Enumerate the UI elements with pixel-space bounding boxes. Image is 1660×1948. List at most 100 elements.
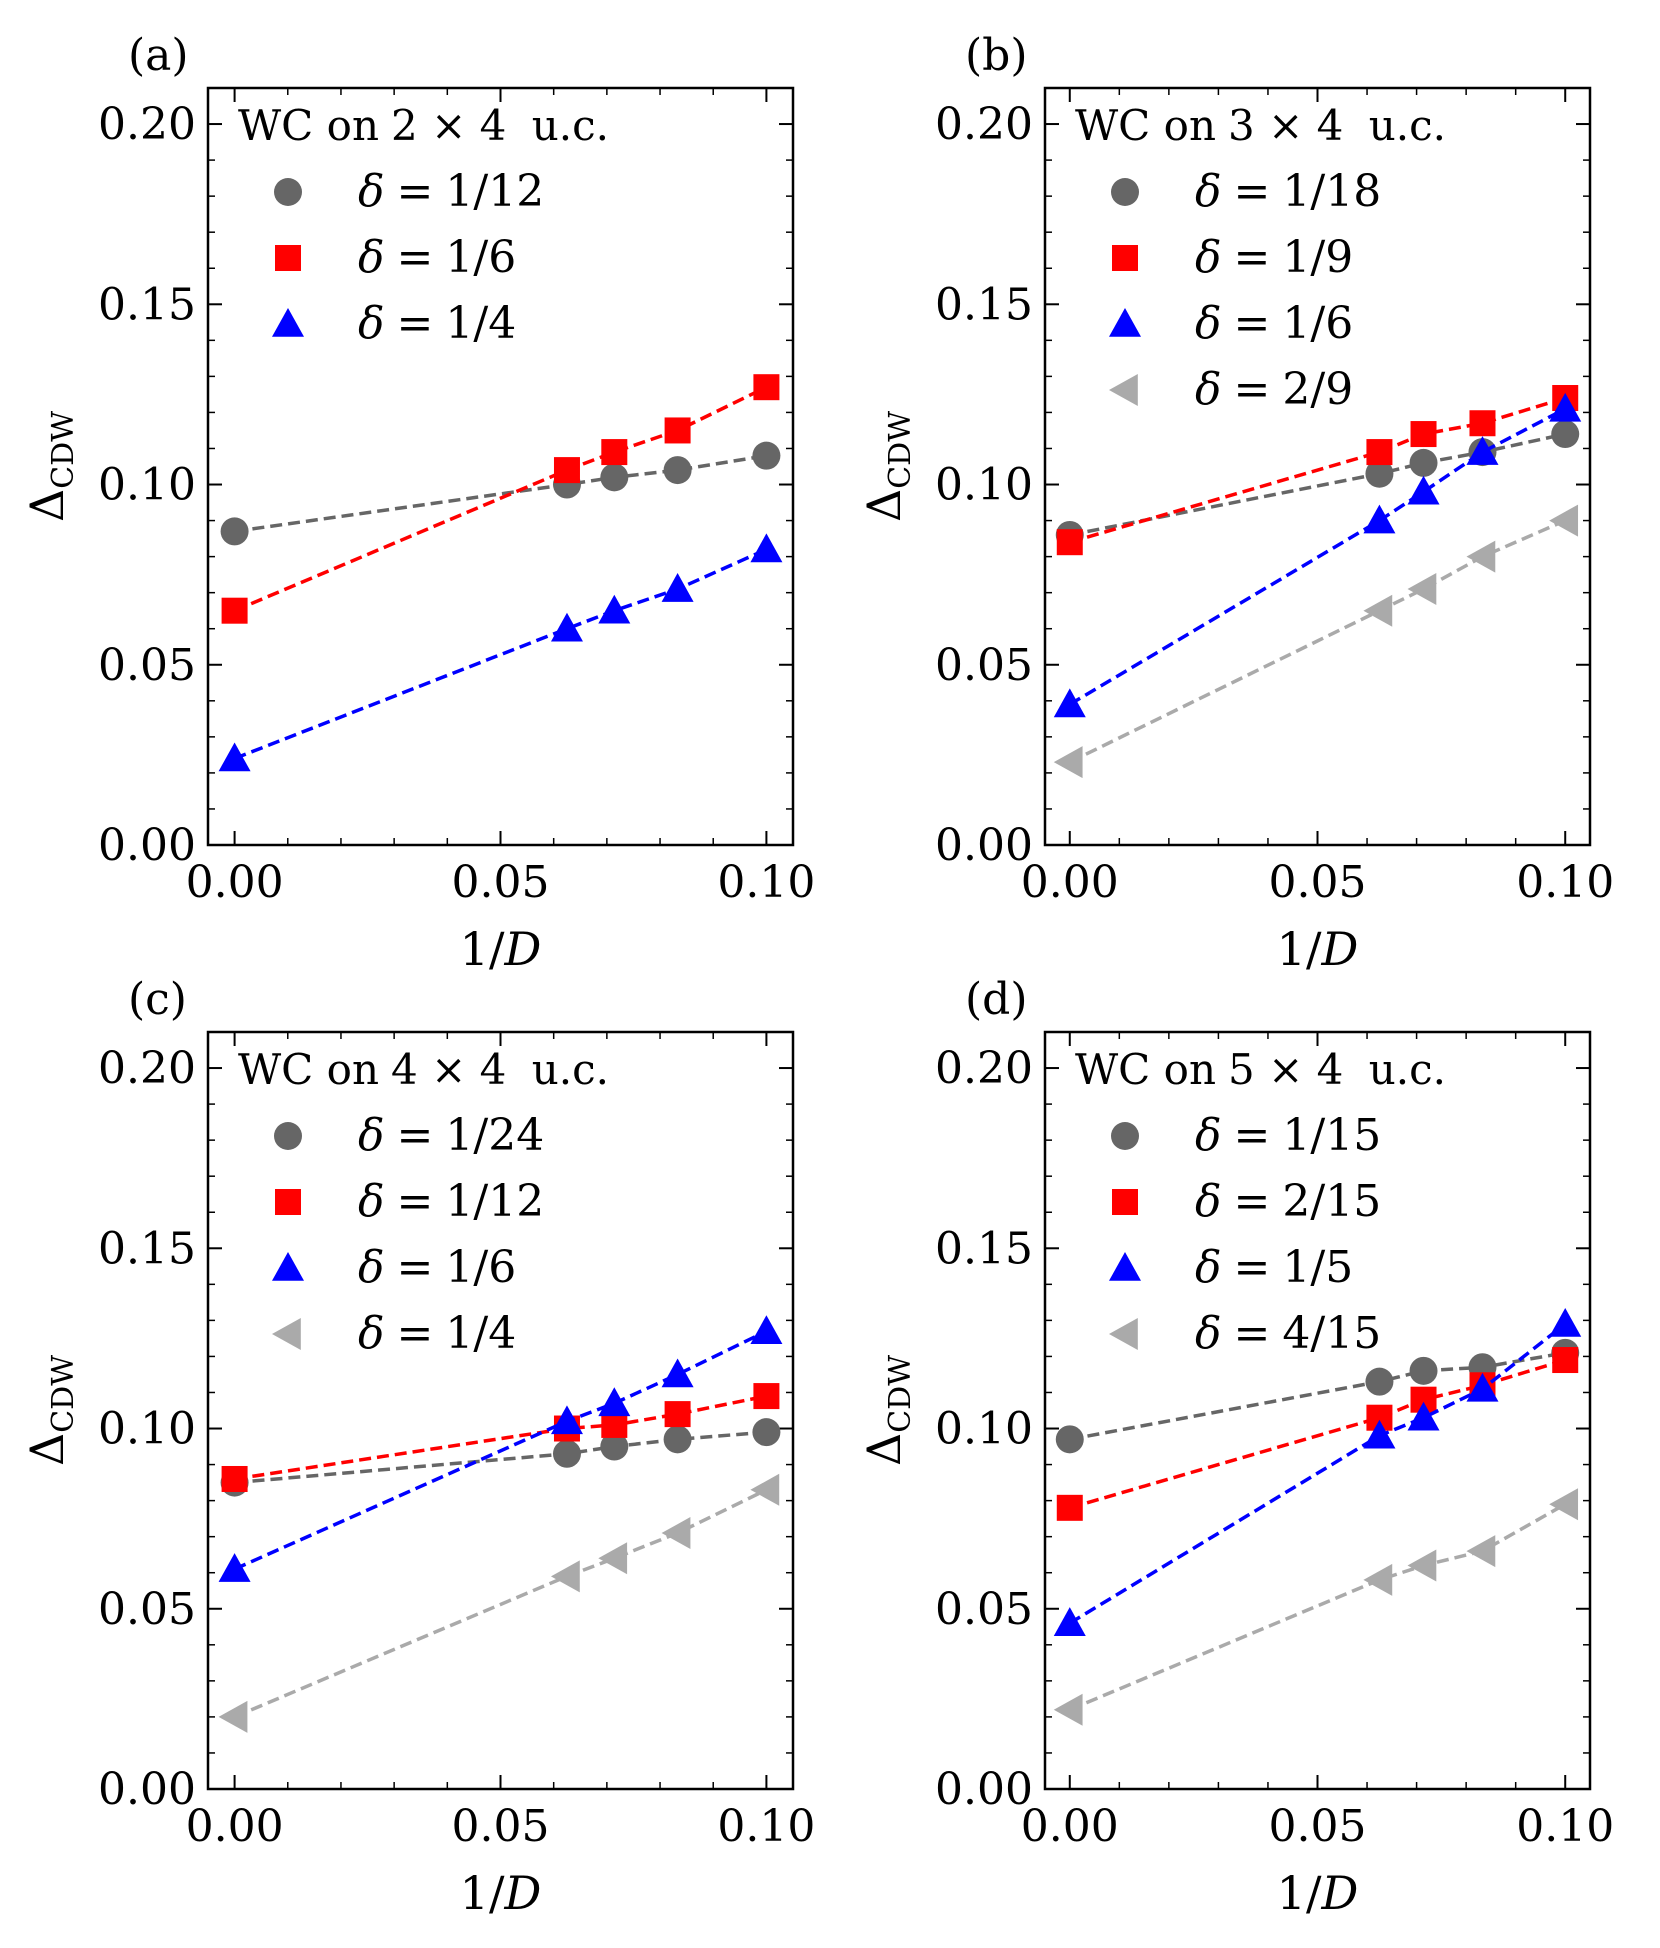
data-point	[601, 439, 628, 466]
panel-a: 0.00 0.05 0.10 0.00 0.05 0.10 0.15 0.20 1/D ΔCDW (…	[20, 30, 815, 976]
y-tick-label: 0.10	[98, 460, 196, 511]
legend-entry: δ = 1/5	[1195, 1242, 1353, 1293]
y-axis-label-main: Δ	[20, 489, 74, 522]
legend-title-size: 2 × 4	[391, 101, 520, 150]
data-point	[552, 1439, 581, 1468]
y-tick-label: 0.15	[98, 279, 196, 330]
legend-delta: δ	[1195, 1110, 1222, 1161]
legend: WC on 2 × 4 u.c.δ = 1/12δ = 1/6δ = 1/4	[238, 101, 609, 349]
y-tick-label: 0.20	[935, 1043, 1033, 1094]
legend-equals: =	[1234, 232, 1271, 283]
x-tick-label: 0.00	[186, 1801, 284, 1852]
data-point	[221, 597, 248, 624]
legend-equals: =	[1234, 1176, 1271, 1227]
legend-marker	[274, 178, 302, 206]
legend-fraction: 2/15	[1282, 1176, 1381, 1227]
data-point	[752, 441, 781, 470]
legend-entry: δ = 1/12	[358, 166, 544, 217]
legend-entry: δ = 1/6	[1195, 298, 1353, 349]
legend-equals: =	[1234, 1242, 1271, 1293]
y-tick-label: 0.15	[98, 1223, 196, 1274]
x-tick-label: 0.05	[1269, 857, 1367, 908]
series-1	[221, 1383, 780, 1492]
data-point	[661, 1358, 694, 1388]
series-3	[218, 1473, 780, 1733]
data-point	[1549, 392, 1582, 422]
x-tick-label: 0.05	[1269, 1801, 1367, 1852]
legend-title-prefix: WC on	[1075, 101, 1216, 150]
legend-delta: δ	[358, 1176, 385, 1227]
data-point	[1407, 475, 1440, 505]
legend-equals: =	[397, 1308, 434, 1359]
data-point	[750, 533, 783, 563]
data-point	[1365, 459, 1394, 488]
data-point	[1053, 1607, 1086, 1636]
series-line	[1069, 518, 1566, 764]
data-point	[601, 1411, 628, 1438]
series-line	[1068, 1322, 1567, 1625]
legend-marker	[1109, 1318, 1138, 1350]
series-1	[1056, 1347, 1579, 1521]
data-point	[1469, 410, 1496, 437]
data-point	[600, 1432, 629, 1461]
legend-equals: =	[1234, 298, 1271, 349]
legend-marker	[1112, 1189, 1138, 1215]
y-axis-label: ΔCDW	[857, 1355, 918, 1466]
data-point	[1552, 1347, 1579, 1374]
x-axis-label: 1/D	[460, 1866, 542, 1920]
y-tick-label: 0.20	[935, 99, 1033, 150]
legend-title-prefix: WC on	[1075, 1045, 1216, 1094]
legend-equals: =	[397, 298, 434, 349]
panel-c: 0.00 0.05 0.10 0.00 0.05 0.10 0.15 0.20 1/D ΔCDW (…	[20, 974, 815, 1920]
legend-marker	[272, 1318, 301, 1350]
y-tick-label: 0.20	[98, 99, 196, 150]
legend-title-size: 4 × 4	[391, 1045, 520, 1094]
data-point	[1053, 688, 1086, 718]
y-tick-label: 0.05	[98, 640, 196, 691]
data-point	[598, 1542, 628, 1575]
data-point	[553, 457, 580, 484]
y-axis-label-sub: CDW	[883, 411, 918, 489]
legend-title: WC on 5 × 4 u.c.	[1075, 1045, 1446, 1094]
legend-equals: =	[397, 232, 434, 283]
x-axis-label: 1/D	[1277, 922, 1359, 976]
legend-fraction: 1/4	[445, 298, 516, 349]
series-line	[233, 385, 768, 613]
data-point	[663, 456, 692, 485]
data-point	[600, 463, 629, 492]
legend-equals: =	[397, 1176, 434, 1227]
legend-fraction: 1/5	[1282, 1242, 1353, 1293]
legend: WC on 4 × 4 u.c.δ = 1/24δ = 1/12δ = 1/6δ = 1/4	[238, 1045, 609, 1359]
data-point	[664, 1401, 691, 1428]
data-point	[598, 1387, 631, 1417]
series-0	[220, 1418, 781, 1497]
panel-d: 0.00 0.05 0.10 0.00 0.05 0.10 0.15 0.20 1/D ΔCDW (…	[857, 974, 1614, 1920]
data-point	[1551, 420, 1580, 449]
y-tick-label: 0.00	[935, 820, 1033, 871]
x-tick-label: 0.10	[717, 1801, 815, 1852]
legend-entry: δ = 1/6	[358, 232, 516, 283]
series-2	[218, 533, 783, 772]
legend-fraction: 1/9	[1282, 232, 1353, 283]
y-axis-label-main: Δ	[20, 1433, 74, 1466]
legend-delta: δ	[358, 166, 385, 217]
data-point	[1407, 573, 1437, 606]
y-tick-label: 0.20	[98, 1043, 196, 1094]
legend-fraction: 1/12	[445, 166, 544, 217]
x-tick-label: 0.10	[717, 857, 815, 908]
legend-title-suffix: u.c.	[1369, 1045, 1446, 1094]
data-point	[1466, 540, 1496, 573]
legend-fraction: 1/4	[445, 1308, 516, 1359]
y-axis-label-sub: CDW	[883, 1355, 918, 1433]
legend-delta: δ	[1195, 364, 1222, 415]
y-axis-label: ΔCDW	[857, 411, 918, 522]
data-point	[1363, 594, 1393, 627]
legend-fraction: 1/18	[1282, 166, 1381, 217]
y-tick-label: 0.15	[935, 1223, 1033, 1274]
legend-entry: δ = 1/9	[1195, 232, 1353, 283]
legend-fraction: 1/15	[1282, 1110, 1381, 1161]
data-point	[1549, 1488, 1579, 1521]
legend-title-size: 5 × 4	[1228, 1045, 1357, 1094]
legend-equals: =	[1234, 1110, 1271, 1161]
y-axis-label-main: Δ	[857, 1433, 911, 1466]
